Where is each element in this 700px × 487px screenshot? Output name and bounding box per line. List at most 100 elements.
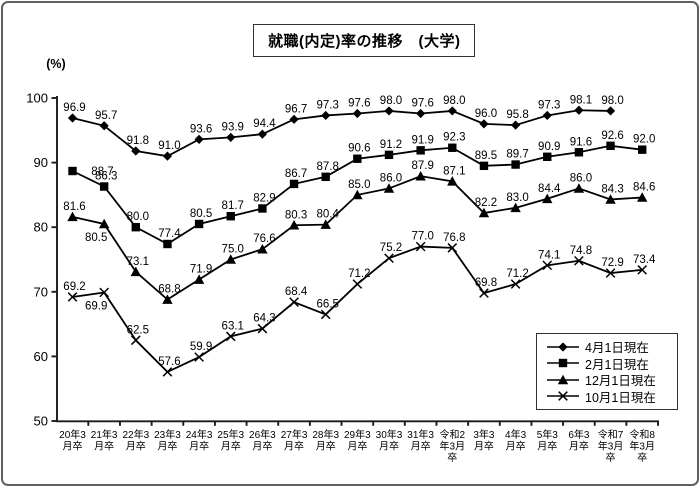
data-point-triangle: [415, 170, 426, 181]
data-point-x: [542, 260, 553, 271]
value-label: 76.6: [253, 233, 275, 245]
value-label: 85.0: [348, 179, 370, 191]
x-axis-label: 5年3 月卒: [537, 428, 559, 453]
data-point-square: [353, 154, 362, 163]
data-point-x: [289, 297, 299, 307]
value-label: 73.4: [633, 254, 656, 266]
value-label: 91.6: [570, 136, 592, 148]
data-point-triangle: [352, 189, 363, 200]
value-label: 89.7: [506, 149, 528, 161]
data-point-diamond: [226, 132, 236, 143]
value-label: 89.5: [475, 150, 497, 162]
value-label: 87.9: [411, 160, 433, 172]
data-point-triangle: [225, 254, 236, 264]
data-point-diamond: [321, 110, 331, 121]
data-point-x: [99, 287, 109, 298]
x-axis-label: 21年3 月卒: [91, 428, 118, 453]
value-label: 75.0: [222, 244, 244, 256]
legend-marker-triangle-icon: [547, 374, 579, 385]
y-axis-unit: (%): [46, 57, 65, 71]
value-label: 69.8: [475, 277, 497, 289]
y-tick-label: 70: [34, 284, 48, 299]
data-point-diamond: [67, 113, 78, 123]
data-point-triangle: [637, 192, 648, 202]
data-point-diamond: [574, 105, 584, 115]
y-tick-label: 50: [34, 414, 48, 429]
value-label: 98.0: [380, 95, 402, 107]
value-label: 71.9: [190, 264, 212, 276]
value-label: 69.9: [85, 300, 107, 312]
legend-marker-diamond-icon: [547, 342, 579, 352]
legend-marker-x-icon: [547, 391, 579, 402]
data-point-triangle: [257, 243, 268, 254]
data-point-square: [606, 141, 615, 151]
value-label: 97.3: [317, 99, 339, 111]
value-label: 92.3: [443, 132, 465, 144]
x-axis-label: 4年3 月卒: [505, 428, 527, 453]
value-label: 68.4: [285, 286, 308, 298]
value-label: 93.6: [190, 123, 212, 135]
x-axis-label: 31年3 月卒: [407, 428, 434, 453]
value-label: 81.7: [222, 200, 244, 212]
data-point-x: [384, 253, 394, 264]
data-point-x: [605, 268, 616, 278]
legend-item-square: 2月1日現在: [545, 356, 673, 372]
data-point-square: [258, 204, 267, 213]
series-square: 88.786.3 80.0 77.4 80.5 81.7 82.9 86.7 87.8 90.6…: [68, 130, 655, 249]
data-point-x: [415, 241, 426, 252]
value-label: 93.9: [222, 121, 244, 133]
data-point-diamond: [194, 134, 204, 144]
legend-label: 12月1日現在: [585, 374, 656, 389]
value-label: 92.6: [601, 130, 623, 142]
value-label: 84.6: [633, 181, 655, 193]
legend-item-x: 10月1日現在: [545, 389, 673, 405]
legend-label: 10月1日現在: [585, 390, 656, 405]
value-label: 80.0: [127, 211, 149, 223]
value-label: 97.6: [411, 98, 433, 110]
x-axis-label: 令和7 年3月卒: [598, 428, 624, 464]
data-point-square: [131, 223, 140, 232]
value-label: 98.1: [570, 94, 592, 106]
data-point-diamond: [542, 110, 552, 121]
y-tick-label: 90: [34, 155, 48, 170]
x-axis-label: 22年3 月卒: [122, 428, 149, 453]
value-label: 84.4: [538, 183, 561, 195]
legend-label: 4月1日現在: [585, 341, 649, 356]
data-point-square: [384, 150, 394, 160]
value-label: 91.2: [380, 139, 402, 151]
x-axis-label: 28年3 月卒: [312, 428, 339, 453]
data-point-square: [226, 212, 235, 221]
value-label: 97.6: [348, 98, 370, 110]
data-point-x: [257, 323, 268, 334]
value-label: 92.0: [633, 134, 655, 146]
data-point-triangle: [510, 202, 521, 213]
data-point-triangle: [98, 218, 110, 229]
value-label: 96.7: [285, 103, 307, 115]
data-point-square: [194, 219, 204, 229]
value-label: 74.1: [538, 249, 560, 261]
data-point-triangle: [557, 374, 569, 385]
value-label: 80.5: [190, 208, 212, 220]
legend-item-diamond: 4月1日現在: [545, 339, 673, 355]
series-triangle: 81.6 80.5 73.1 68.8 71.9 75.0 76.6 80.3 80.4 85.0…: [63, 160, 655, 304]
value-label: 57.6: [158, 356, 180, 368]
value-label: 88.7: [91, 166, 113, 178]
y-tick-label: 100: [26, 91, 48, 106]
value-label: 71.2: [348, 268, 370, 280]
value-label: 84.3: [601, 183, 623, 195]
data-point-triangle: [478, 207, 490, 218]
data-point-x: [194, 352, 204, 362]
legend-item-triangle: 12月1日現在: [545, 372, 673, 388]
value-label: 86.0: [570, 172, 592, 184]
x-axis-label: 令和2 年3月卒: [440, 428, 466, 464]
value-label: 98.0: [443, 95, 465, 107]
legend-marker-square-icon: [547, 359, 579, 368]
value-label: 68.8: [158, 284, 180, 296]
series-line: [72, 109, 611, 158]
value-label: 96.9: [63, 102, 85, 114]
data-point-diamond: [162, 151, 173, 161]
value-label: 91.0: [158, 140, 180, 152]
value-label: 97.3: [538, 99, 560, 111]
value-label: 74.8: [570, 245, 592, 257]
